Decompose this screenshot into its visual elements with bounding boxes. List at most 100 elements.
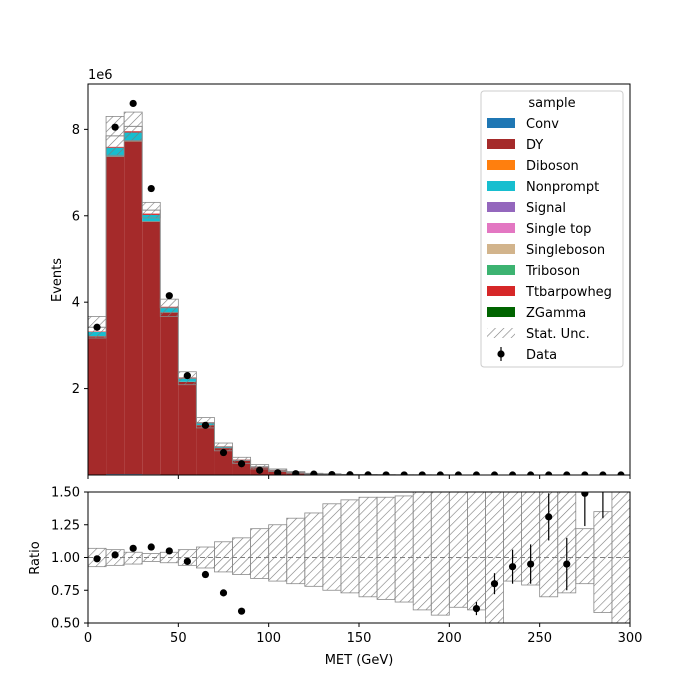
ratio-y-axis-label: Ratio (28, 541, 43, 574)
ratio-unc-band (322, 503, 342, 591)
data-point (418, 471, 426, 475)
ratio-unc-band (394, 495, 414, 603)
legend-swatch (487, 286, 515, 296)
data-point (292, 470, 300, 475)
data-point (328, 470, 336, 475)
data-point (599, 471, 607, 475)
bar-dy (196, 425, 215, 475)
data-point (237, 460, 246, 468)
ratio-point (219, 589, 228, 597)
main-y-ticks: 2 4 6 8 (72, 123, 88, 397)
legend-swatch (487, 139, 515, 149)
main-y-tick-label: 6 (72, 209, 80, 224)
bar-dy (178, 381, 197, 475)
data-point (201, 421, 210, 429)
ratio-x-tick-label: 200 (437, 631, 462, 646)
legend-swatch-unc (487, 328, 515, 338)
legend-label: Signal (526, 201, 566, 216)
ratio-y-ticks: 0.50 0.75 1.00 1.25 1.50 (51, 486, 88, 632)
ratio-point (237, 607, 246, 615)
ratio-plot-area (88, 475, 630, 623)
ratio-x-tick-label: 300 (618, 631, 643, 646)
legend-data-marker (497, 350, 505, 358)
data-point (508, 471, 517, 475)
main-y-tick-label: 2 (72, 382, 80, 397)
ratio-point (111, 551, 119, 559)
data-point (346, 471, 354, 475)
data-point (93, 323, 101, 331)
main-x-ticks (87, 475, 631, 479)
data-point (256, 466, 264, 474)
bar-dy (142, 221, 161, 475)
data-point (581, 471, 589, 475)
ratio-y-tick-label: 1.25 (51, 518, 80, 533)
ratio-unc-band (466, 492, 486, 611)
legend-swatch (487, 202, 515, 212)
data-point (472, 471, 481, 475)
ratio-unc-band (430, 492, 450, 616)
data-point (129, 99, 137, 108)
bar-dy (124, 141, 143, 475)
legend-label: ZGamma (526, 306, 586, 321)
data-point (617, 471, 625, 475)
ratio-unc-band (448, 492, 468, 608)
ratio-unc-band (358, 496, 378, 598)
legend-items: Conv DY Diboson Nonprompt Signal Single top Si… (487, 117, 612, 363)
legend-label: Conv (526, 117, 559, 132)
ratio-unc-band (412, 492, 432, 611)
legend-label: Ttbarpowheg (525, 285, 612, 300)
ratio-point (147, 543, 155, 551)
ratio-point (508, 563, 517, 571)
legend-label: Diboson (526, 159, 579, 174)
ratio-point (581, 492, 589, 497)
data-point (436, 471, 444, 475)
ratio-y-tick-label: 0.75 (51, 584, 80, 599)
data-point (111, 123, 119, 131)
y-offset-label: 1e6 (88, 68, 113, 83)
main-panel: 2 4 6 8 1e6 Events (50, 68, 631, 479)
stat-unc-band (141, 201, 161, 219)
ratio-point (183, 557, 191, 566)
ratio-point (472, 604, 481, 613)
data-point (563, 471, 571, 475)
ratio-x-tick-label: 50 (170, 631, 187, 646)
ratio-x-tick-label: 250 (527, 631, 552, 646)
ratio-x-tick-label: 0 (84, 631, 92, 646)
ratio-unc-band (593, 511, 613, 613)
ratio-unc-band (340, 499, 360, 594)
main-y-tick-label: 4 (72, 296, 80, 311)
ratio-x-tick-label: 150 (347, 631, 372, 646)
ratio-panel: 0.500.751.001.251.50 0 50 100 150 200 250 300 … (28, 475, 643, 669)
ratio-y-tick-label: 1.00 (51, 551, 80, 566)
bar-dy (88, 336, 107, 475)
stat-unc-band (159, 298, 179, 317)
legend-frame (480, 90, 624, 368)
ratio-point (490, 580, 499, 588)
ratio-point (93, 555, 101, 563)
data-point (490, 471, 499, 475)
ratio-unc-band (575, 528, 595, 585)
data-point (545, 471, 553, 475)
bar-dy (106, 156, 125, 475)
data-point (219, 448, 228, 457)
data-point (147, 184, 155, 193)
bar-dy (232, 460, 251, 475)
ratio-unc-band (376, 496, 396, 600)
main-y-tick-label: 8 (72, 123, 80, 138)
ratio-y-tick-label: 1.50 (51, 486, 80, 501)
legend-title: sample (528, 96, 575, 111)
legend-label: Nonprompt (526, 180, 599, 195)
data-point (400, 471, 408, 475)
legend-label: Singleboson (526, 243, 605, 258)
data-point (527, 471, 535, 475)
ratio-point (165, 547, 173, 555)
ratio-unc-band (268, 524, 288, 582)
ratio-unc-band (123, 551, 143, 565)
stat-unc-band (105, 116, 125, 156)
legend-swatch (487, 265, 515, 275)
ratio-unc-band (250, 528, 270, 579)
stat-unc-band (123, 111, 143, 141)
ratio-point (599, 475, 606, 482)
legend-swatch (487, 181, 515, 191)
